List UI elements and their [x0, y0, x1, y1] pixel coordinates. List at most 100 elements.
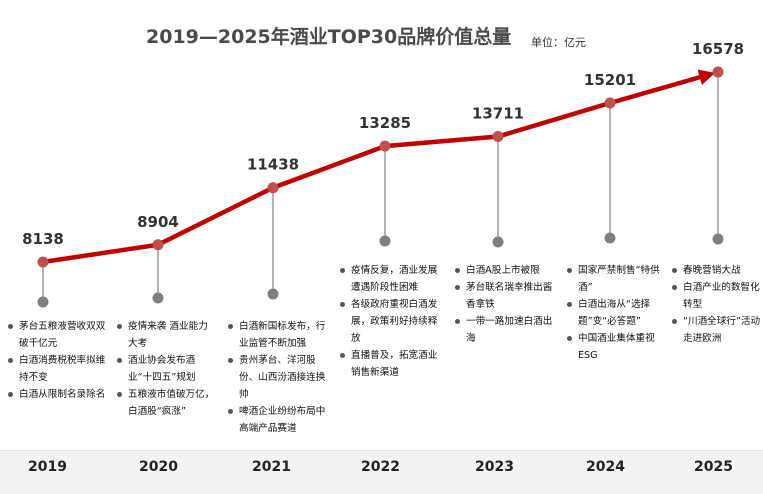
value-label-2019: 8138	[22, 230, 64, 248]
note-text: 白酒从限制名录除名	[19, 389, 106, 400]
bullet-dot-icon	[672, 268, 677, 273]
data-point-2019	[37, 256, 49, 268]
bullet-dot-icon	[340, 353, 345, 358]
stem-marker-2020	[152, 292, 164, 304]
note-item: 疫情来袭 酒业能力大考	[115, 318, 215, 352]
x-tick-2019: 2019	[28, 459, 67, 475]
note-item: 白酒消费税税率拟维持不变	[6, 352, 106, 386]
note-text: 直播普及，拓宽酒业销售新渠道	[351, 350, 438, 378]
notes-2024: 国家严禁制售“特供酒” 白酒出海从“选择题”变“必答题” 中国酒业集体重视ESG	[565, 262, 661, 364]
stem-marker-2019	[37, 296, 49, 308]
stem-marker-2024	[604, 232, 616, 244]
bullet-dot-icon	[455, 319, 460, 324]
x-tick-2025: 2025	[694, 459, 733, 475]
bullet-dot-icon	[8, 358, 13, 363]
year-axis-band	[0, 450, 763, 494]
value-label-2024: 15201	[584, 71, 636, 89]
note-item: 白酒从限制名录除名	[6, 386, 106, 403]
trend-arrow-head	[697, 69, 716, 85]
note-text: 疫情反复，酒业发展遭遇阶段性困难	[351, 265, 438, 293]
note-text: 各级政府重视白酒发展，政策利好持续释放	[351, 299, 438, 344]
note-text: 白酒新国标发布，行业监管不断加强	[239, 321, 326, 349]
bullet-dot-icon	[228, 324, 233, 329]
note-text: 一带一路加速白酒出海	[466, 316, 553, 344]
bullet-dot-icon	[8, 392, 13, 397]
note-item: 国家严禁制售“特供酒”	[565, 262, 661, 296]
data-point-2022	[379, 140, 391, 152]
bullet-dot-icon	[567, 268, 572, 273]
note-text: 啤酒企业纷纷布局中高端产品赛道	[239, 406, 326, 434]
note-text: 茅台五粮液营收双双破千亿元	[19, 321, 106, 349]
value-label-2023: 13711	[472, 105, 524, 123]
note-item: 茅台五粮液营收双双破千亿元	[6, 318, 106, 352]
bullet-dot-icon	[455, 268, 460, 273]
note-text: 茅台联名瑞幸推出酱香拿铁	[466, 282, 553, 310]
bullet-dot-icon	[117, 324, 122, 329]
value-label-2025: 16578	[692, 40, 744, 58]
note-item: 贵州茅台、洋河股份、山西汾酒接连换帅	[226, 352, 328, 403]
note-item: 白酒A股上市被限	[453, 262, 553, 279]
bullet-dot-icon	[567, 336, 572, 341]
data-point-2021	[267, 182, 279, 194]
note-item: 啤酒企业纷纷布局中高端产品赛道	[226, 403, 328, 437]
note-item: 一带一路加速白酒出海	[453, 313, 553, 347]
notes-2025: 春晚营销大战白酒产业的数智化转型 “川酒全球行”活动走进欧洲	[670, 262, 763, 347]
bullet-dot-icon	[672, 285, 677, 290]
note-text: 中国酒业集体重视ESG	[578, 333, 655, 361]
note-item: “川酒全球行”活动走进欧洲	[670, 313, 763, 347]
bullet-dot-icon	[567, 302, 572, 307]
data-point-2025	[712, 66, 724, 78]
notes-2019: 茅台五粮液营收双双破千亿元 白酒消费税税率拟维持不变白酒从限制名录除名	[6, 318, 106, 403]
note-text: 国家严禁制售“特供酒”	[578, 265, 660, 293]
x-tick-2021: 2021	[252, 459, 291, 475]
note-text: 疫情来袭 酒业能力大考	[128, 321, 208, 349]
note-text: 五粮液市值破万亿，白酒股“疯涨”	[128, 389, 215, 417]
bullet-dot-icon	[340, 302, 345, 307]
notes-2020: 疫情来袭 酒业能力大考 酒业协会发布酒业“十四五”规划 五粮液市值破万亿，白酒股“疯…	[115, 318, 215, 420]
bullet-dot-icon	[228, 409, 233, 414]
note-item: 白酒产业的数智化转型	[670, 279, 763, 313]
unit-label: 单位：亿元	[531, 36, 586, 49]
note-item: 直播普及，拓宽酒业销售新渠道	[338, 347, 440, 381]
bullet-dot-icon	[8, 324, 13, 329]
stem-marker-2025	[712, 233, 724, 245]
bullet-dot-icon	[455, 285, 460, 290]
bullet-dot-icon	[340, 268, 345, 273]
note-text: 酒业协会发布酒业“十四五”规划	[128, 355, 196, 383]
note-item: 白酒新国标发布，行业监管不断加强	[226, 318, 328, 352]
stem-marker-2022	[379, 235, 391, 247]
x-tick-2024: 2024	[586, 459, 625, 475]
note-item: 中国酒业集体重视ESG	[565, 330, 661, 364]
trend-line	[42, 75, 701, 265]
note-text: 白酒产业的数智化转型	[683, 282, 760, 310]
value-label-2020: 8904	[137, 213, 179, 231]
stem-marker-2023	[492, 236, 504, 248]
x-tick-2023: 2023	[475, 459, 514, 475]
value-label-2022: 13285	[359, 114, 411, 132]
note-item: 茅台联名瑞幸推出酱香拿铁	[453, 279, 553, 313]
note-item: 疫情反复，酒业发展遭遇阶段性困难	[338, 262, 440, 296]
data-point-2020	[152, 239, 164, 251]
note-item: 各级政府重视白酒发展，政策利好持续释放	[338, 296, 440, 347]
value-label-2021: 11438	[247, 156, 299, 174]
x-tick-2022: 2022	[361, 459, 400, 475]
data-point-2024	[604, 97, 616, 109]
note-text: 白酒消费税税率拟维持不变	[19, 355, 106, 383]
notes-2023: 白酒A股上市被限茅台联名瑞幸推出酱香拿铁 一带一路加速白酒出海	[453, 262, 553, 347]
note-text: 白酒A股上市被限	[466, 265, 540, 276]
notes-2022: 疫情反复，酒业发展遭遇阶段性困难各级政府重视白酒发展，政策利好持续释放直播普及，…	[338, 262, 440, 381]
bullet-dot-icon	[117, 358, 122, 363]
notes-2021: 白酒新国标发布，行业监管不断加强贵州茅台、洋河股份、山西汾酒接连换帅啤酒企业纷纷…	[226, 318, 328, 437]
bullet-dot-icon	[672, 319, 677, 324]
x-tick-2020: 2020	[139, 459, 178, 475]
chart-title: 2019—2025年酒业TOP30品牌价值总量	[146, 26, 512, 48]
note-item: 酒业协会发布酒业“十四五”规划	[115, 352, 215, 386]
note-text: 春晚营销大战	[683, 265, 741, 276]
note-text: “川酒全球行”活动走进欧洲	[683, 316, 761, 344]
note-text: 白酒出海从“选择题”变“必答题”	[578, 299, 651, 327]
note-item: 白酒出海从“选择题”变“必答题”	[565, 296, 661, 330]
data-point-2023	[492, 131, 504, 143]
note-text: 贵州茅台、洋河股份、山西汾酒接连换帅	[239, 355, 326, 400]
stem-marker-2021	[267, 288, 279, 300]
